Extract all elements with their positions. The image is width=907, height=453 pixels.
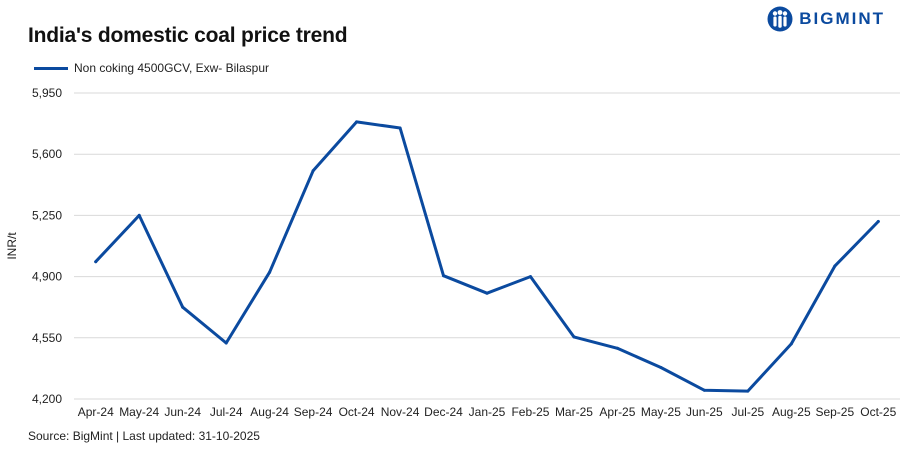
x-tick-label: Oct-24 [339, 405, 375, 419]
x-tick-label: Jul-25 [731, 405, 764, 419]
x-tick-label: Apr-25 [599, 405, 635, 419]
data-point [528, 275, 532, 279]
data-point [181, 305, 185, 309]
data-point [876, 220, 880, 224]
x-tick-label: May-24 [119, 405, 159, 419]
grid-lines [74, 92, 900, 400]
data-point [615, 346, 619, 350]
data-point [833, 264, 837, 268]
x-tick-label: May-25 [641, 405, 681, 419]
data-point [311, 169, 315, 173]
x-tick-label: Jan-25 [469, 405, 506, 419]
source-note: Source: BigMint | Last updated: 31-10-20… [28, 429, 260, 443]
data-point [137, 213, 141, 217]
series-line [94, 120, 880, 393]
x-tick-label: Oct-25 [860, 405, 896, 419]
x-tick-label: Jul-24 [210, 405, 243, 419]
data-point [572, 335, 576, 339]
x-tick-label: Nov-24 [381, 405, 420, 419]
data-point [355, 120, 359, 124]
x-tick-label: Dec-24 [424, 405, 463, 419]
data-point [746, 389, 750, 393]
data-point [485, 291, 489, 295]
source-text: BigMint | Last updated: 31-10-2025 [72, 429, 260, 443]
x-tick-label: Apr-24 [78, 405, 114, 419]
data-point [659, 366, 663, 370]
legend-label: Non coking 4500GCV, Exw- Bilaspur [74, 61, 269, 75]
data-point [398, 126, 402, 130]
y-tick-label: 5,250 [32, 208, 62, 222]
chart-title: India's domestic coal price trend [28, 24, 348, 47]
data-point [789, 342, 793, 346]
people-figures-icon [767, 6, 793, 32]
data-point [224, 341, 228, 345]
x-tick-label: Jun-25 [686, 405, 723, 419]
y-tick-label: 5,950 [32, 86, 62, 100]
y-axis-label: INR/t [5, 232, 19, 260]
y-tick-label: 4,900 [32, 270, 62, 284]
x-tick-label: Sep-25 [815, 405, 854, 419]
x-tick-label: Mar-25 [555, 405, 593, 419]
x-tick-label: Aug-25 [772, 405, 811, 419]
x-tick-labels: Apr-24 May-24 Jun-24 Jul-24 Aug-24 Sep-24 Oct-… [78, 405, 897, 419]
y-tick-label: 5,600 [32, 147, 62, 161]
y-tick-label: 4,200 [32, 392, 62, 406]
series-group [94, 120, 880, 393]
legend-line-swatch [34, 66, 68, 70]
y-tick-label: 4,550 [32, 331, 62, 345]
data-point [702, 388, 706, 392]
x-tick-label: Feb-25 [511, 405, 549, 419]
data-point [94, 260, 98, 264]
x-tick-label: Aug-24 [250, 405, 289, 419]
x-tick-label: Jun-24 [164, 405, 201, 419]
chart-legend: Non coking 4500GCV, Exw- Bilaspur [34, 61, 269, 75]
source-prefix: Source: [28, 429, 73, 443]
data-point [268, 270, 272, 274]
brand-logo: BIGMINT [767, 6, 885, 32]
x-tick-label: Sep-24 [294, 405, 333, 419]
brand-name: BIGMINT [799, 9, 885, 28]
data-point [442, 274, 446, 278]
y-tick-labels: 4,200 4,550 4,900 5,250 5,600 5,950 [32, 86, 62, 406]
